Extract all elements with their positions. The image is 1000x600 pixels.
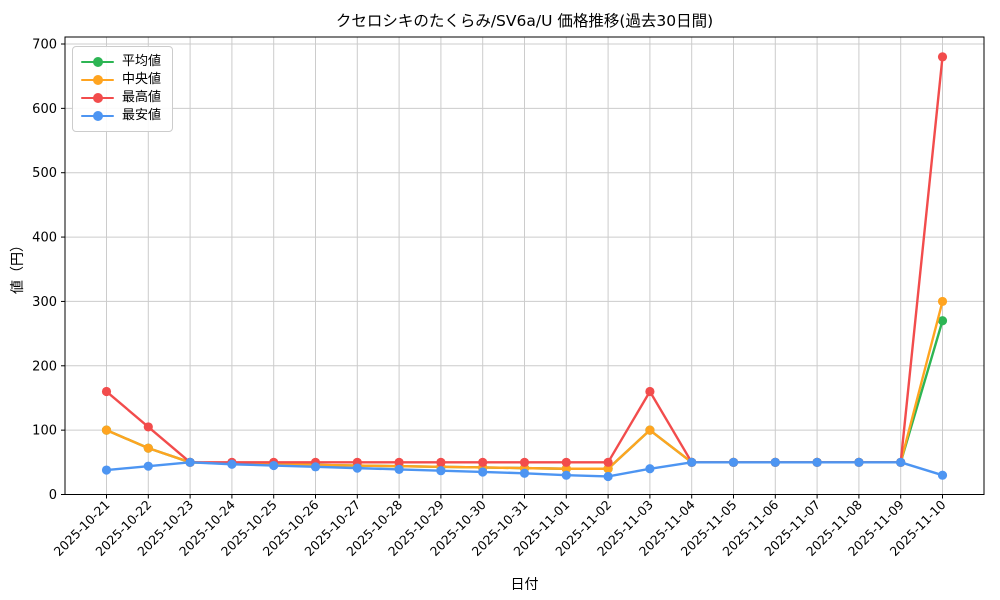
legend-label: 平均値	[122, 54, 162, 69]
legend-dot-icon	[92, 111, 103, 121]
y-tick-label: 200	[32, 359, 57, 374]
data-point	[561, 470, 571, 480]
data-point	[937, 470, 948, 480]
y-tick-label: 600	[32, 102, 57, 117]
legend-item-average: 平均値	[81, 55, 161, 69]
legend-dot-icon	[92, 75, 103, 85]
data-point	[436, 457, 446, 467]
data-point	[812, 457, 822, 467]
data-point	[645, 425, 655, 435]
data-point	[561, 457, 571, 467]
chart-title: クセロシキのたくらみ/SV6a/U 価格推移(過去30日間)	[335, 12, 714, 30]
data-point	[937, 316, 948, 326]
data-point	[227, 459, 237, 469]
data-point	[519, 468, 530, 478]
legend-label: 最高値	[122, 90, 162, 105]
grid	[65, 37, 984, 495]
data-point	[937, 296, 948, 307]
data-point	[101, 386, 112, 397]
data-point	[645, 386, 655, 397]
data-point	[436, 466, 446, 476]
x-axis-label: 日付	[510, 577, 539, 593]
y-tick-label: 400	[32, 231, 57, 246]
data-point	[101, 425, 112, 435]
data-point	[519, 457, 530, 467]
data-point	[645, 464, 655, 474]
legend-swatch-max-icon	[81, 93, 114, 104]
legend-item-median: 中央値	[81, 73, 161, 87]
y-axis: 0 100 200 300 400 500 600 700	[32, 38, 65, 503]
y-tick-label: 500	[32, 166, 57, 181]
data-point	[143, 443, 153, 453]
data-point	[603, 457, 613, 467]
data-point	[478, 467, 488, 477]
data-point	[728, 457, 739, 467]
data-point	[269, 460, 279, 471]
legend-swatch-median-icon	[81, 75, 114, 86]
data-point	[478, 457, 488, 467]
data-point	[687, 457, 697, 467]
legend-label: 中央値	[122, 72, 162, 87]
legend-swatch-average-icon	[81, 57, 114, 68]
data-point	[352, 463, 362, 473]
legend-item-min: 最安値	[81, 109, 161, 123]
legend-dot-icon	[92, 93, 103, 103]
data-point	[310, 462, 321, 472]
legend-label: 最安値	[122, 108, 162, 123]
data-point	[854, 457, 864, 467]
y-tick-label: 100	[32, 424, 57, 439]
data-point	[896, 457, 906, 467]
data-point	[603, 464, 613, 474]
legend-swatch-min-icon	[81, 111, 114, 122]
data-point	[770, 457, 780, 467]
data-point	[603, 471, 613, 482]
data-point	[185, 457, 195, 467]
legend-item-max: 最高値	[81, 91, 161, 105]
data-point	[561, 464, 571, 474]
data-point	[394, 464, 404, 475]
data-point	[143, 422, 153, 432]
data-point	[937, 52, 948, 62]
y-tick-label: 0	[49, 488, 57, 503]
y-tick-label: 300	[32, 295, 57, 310]
x-axis: 2025-10-212025-10-222025-10-232025-10-24…	[51, 494, 949, 559]
data-point	[143, 461, 153, 471]
data-point	[394, 457, 404, 467]
legend: 平均値中央値最高値最安値	[72, 46, 174, 132]
y-tick-label: 700	[32, 38, 57, 53]
data-point	[101, 465, 112, 475]
legend-dot-icon	[92, 57, 103, 67]
series-min	[101, 457, 948, 482]
